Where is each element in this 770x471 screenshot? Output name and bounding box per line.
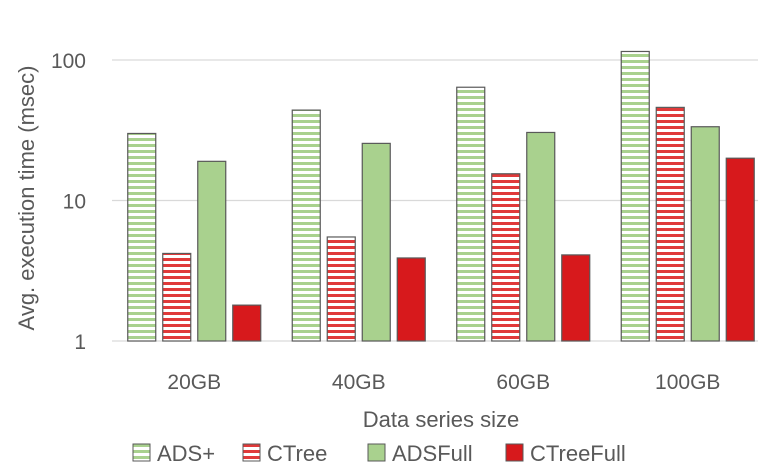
bar-ads--60gb (456, 86, 486, 342)
bar-adsfull-20gb (197, 160, 227, 342)
legend-swatch (367, 443, 386, 462)
bar-ctreefull-100gb (725, 157, 755, 342)
bar-ads--40gb (291, 109, 321, 342)
y-axis-title: Avg. execution time (msec) (14, 66, 39, 331)
x-axis-title: Data series size (363, 407, 520, 432)
bar-ctreefull-20gb (232, 304, 262, 342)
bar-ctree-40gb (326, 236, 356, 342)
bar-ctree-100gb (655, 106, 685, 342)
bar-ctree-60gb (491, 173, 521, 342)
y-tick-label: 100 (51, 50, 86, 73)
bar-ads--100gb (620, 50, 650, 342)
x-tick-label: 20GB (167, 371, 221, 394)
legend-swatch (132, 443, 151, 462)
bar-ctreefull-60gb (561, 254, 591, 342)
y-tick-label: 10 (63, 191, 86, 214)
legend-label: CTree (267, 441, 327, 466)
bars (127, 50, 755, 342)
x-tick-label: 100GB (655, 371, 720, 394)
y-tick-label: 1 (74, 331, 86, 354)
bar-adsfull-60gb (526, 131, 556, 342)
bar-ctreefull-40gb (396, 257, 426, 342)
bar-ctree-20gb (162, 252, 192, 342)
axis-ticks: 1 10 100 20GB 40GB 60GB 100GB (51, 50, 720, 394)
legend-swatch (505, 443, 524, 462)
x-tick-label: 60GB (496, 371, 550, 394)
legend-label: ADS+ (157, 441, 215, 466)
x-tick-label: 40GB (332, 371, 386, 394)
bar-adsfull-100gb (690, 126, 720, 342)
bar-ads--20gb (127, 132, 157, 342)
legend-label: ADSFull (392, 441, 473, 466)
legend: ADS+ CTree ADSFull CTreeFull (132, 441, 626, 466)
bar-adsfull-40gb (361, 142, 391, 342)
legend-label: CTreeFull (530, 441, 626, 466)
legend-swatch (242, 443, 261, 462)
